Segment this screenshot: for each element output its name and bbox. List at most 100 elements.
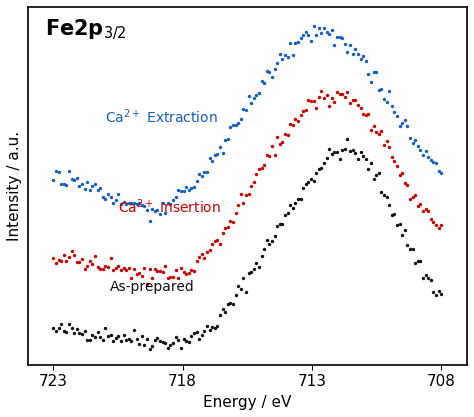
Point — [268, 238, 276, 245]
Point — [359, 53, 367, 59]
Point — [133, 200, 140, 207]
Point — [151, 337, 159, 343]
Point — [81, 327, 88, 334]
Point — [281, 52, 289, 58]
Text: Fe2p$_{3/2}$: Fe2p$_{3/2}$ — [45, 18, 127, 42]
Point — [284, 132, 292, 138]
Point — [94, 187, 101, 193]
Point — [237, 116, 245, 123]
Point — [401, 227, 409, 234]
Point — [120, 332, 128, 339]
Point — [338, 34, 346, 41]
Point — [55, 257, 63, 264]
Point — [201, 255, 208, 261]
Point — [406, 135, 414, 141]
Point — [398, 119, 406, 126]
Point — [151, 207, 159, 214]
Point — [294, 38, 302, 45]
Point — [365, 166, 372, 173]
Point — [336, 90, 344, 97]
Point — [318, 30, 325, 36]
Point — [292, 199, 299, 206]
Point — [122, 266, 130, 273]
Point — [273, 134, 281, 141]
Point — [193, 257, 201, 264]
Point — [63, 182, 70, 188]
Point — [333, 148, 341, 155]
Point — [328, 95, 336, 102]
Point — [125, 336, 133, 342]
Point — [245, 269, 252, 276]
Point — [414, 143, 421, 149]
Text: Ca$^{2+}$ Extraction: Ca$^{2+}$ Extraction — [105, 107, 218, 126]
Point — [250, 266, 257, 272]
Point — [86, 257, 93, 264]
Point — [284, 54, 292, 61]
Point — [357, 148, 365, 155]
Point — [136, 340, 143, 347]
Point — [52, 259, 60, 266]
Point — [73, 175, 81, 182]
Point — [265, 241, 273, 248]
Point — [125, 265, 133, 271]
Point — [281, 131, 289, 137]
Point — [305, 32, 312, 38]
Point — [159, 339, 166, 345]
Point — [263, 152, 271, 159]
Point — [310, 23, 318, 30]
Point — [94, 329, 101, 335]
Point — [438, 170, 445, 176]
Point — [185, 269, 192, 276]
Point — [206, 246, 213, 253]
Point — [209, 241, 216, 247]
Point — [338, 91, 346, 98]
Point — [75, 183, 83, 189]
Point — [341, 93, 349, 100]
Point — [284, 209, 292, 216]
Point — [352, 149, 359, 156]
Point — [323, 29, 330, 35]
Point — [403, 181, 411, 188]
Point — [227, 218, 234, 225]
Point — [50, 254, 57, 261]
Point — [229, 219, 237, 225]
Point — [276, 221, 283, 227]
Point — [263, 68, 271, 74]
Point — [138, 333, 146, 339]
Point — [60, 252, 68, 259]
Point — [318, 88, 325, 95]
Point — [263, 237, 271, 244]
Point — [414, 258, 421, 265]
Point — [130, 327, 138, 334]
Point — [104, 264, 112, 271]
Point — [50, 325, 57, 332]
Point — [203, 248, 211, 255]
Point — [185, 339, 192, 345]
Point — [357, 105, 365, 111]
Point — [141, 342, 148, 348]
Point — [367, 78, 375, 85]
Point — [219, 306, 227, 312]
Point — [279, 220, 286, 227]
Point — [146, 266, 154, 273]
Point — [115, 262, 122, 269]
Point — [221, 225, 229, 231]
Point — [302, 181, 310, 188]
Point — [305, 178, 312, 185]
Point — [177, 264, 185, 271]
Point — [391, 211, 398, 218]
Point — [70, 329, 78, 336]
Point — [383, 194, 390, 201]
Point — [169, 340, 177, 347]
Point — [224, 224, 231, 231]
Point — [393, 221, 401, 228]
Point — [78, 330, 86, 337]
Point — [435, 225, 442, 231]
Text: Ca$^{2+}$ Insertion: Ca$^{2+}$ Insertion — [118, 198, 221, 216]
Point — [323, 154, 330, 161]
Point — [265, 69, 273, 75]
Point — [320, 159, 328, 166]
Point — [403, 123, 411, 129]
Point — [432, 160, 440, 166]
Point — [128, 200, 135, 206]
